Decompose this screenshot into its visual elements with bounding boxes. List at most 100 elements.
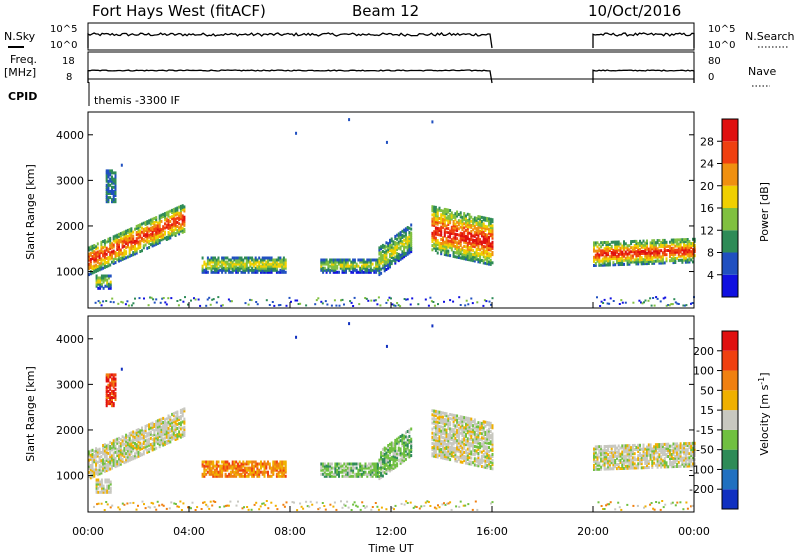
data-cell (132, 432, 135, 436)
data-cell (267, 262, 269, 266)
data-cell (466, 431, 469, 435)
data-cell (282, 264, 285, 268)
data-cell (410, 454, 413, 458)
data-cell (126, 255, 129, 259)
data-cell (472, 240, 475, 244)
data-cell (630, 462, 633, 466)
data-cell (341, 270, 344, 274)
data-cell (212, 466, 215, 470)
data-cell (621, 450, 624, 454)
data-cell (461, 428, 464, 431)
data-cell (401, 233, 404, 237)
data-cell (322, 260, 325, 264)
data-cell (647, 299, 650, 302)
data-cell (488, 254, 490, 258)
data-cell (665, 249, 668, 253)
data-cell (320, 264, 323, 268)
data-cell (457, 431, 460, 435)
data-cell (217, 268, 220, 272)
data-cell (484, 447, 487, 451)
data-cell (359, 270, 362, 274)
data-cell (397, 304, 400, 307)
data-cell (454, 451, 457, 455)
data-cell (438, 443, 441, 447)
data-cell (376, 258, 379, 262)
data-cell (491, 242, 494, 246)
data-cell (403, 234, 406, 238)
data-cell (654, 253, 657, 257)
data-cell (172, 420, 175, 424)
data-cell (121, 255, 124, 259)
data-cell (114, 255, 117, 258)
data-cell (111, 177, 113, 181)
data-cell (121, 251, 124, 255)
data-cell (130, 247, 133, 251)
data-cell (651, 261, 654, 265)
data-cell (181, 408, 184, 412)
data-cell (105, 375, 108, 379)
data-cell (181, 204, 184, 208)
data-cell (593, 459, 595, 463)
data-cell (472, 430, 475, 434)
data-cell (139, 443, 142, 447)
data-cell (111, 458, 113, 462)
data-cell (603, 467, 606, 471)
data-cell (111, 396, 113, 399)
data-cell (91, 246, 94, 250)
data-cell (383, 452, 386, 456)
data-cell (488, 427, 490, 431)
data-cell (640, 260, 643, 264)
data-cell (245, 462, 248, 466)
data-cell (95, 274, 98, 278)
data-cell (390, 256, 393, 259)
data-cell (465, 299, 468, 302)
data-cell (217, 474, 220, 478)
data-cell (389, 240, 391, 244)
data-cell (450, 429, 453, 433)
data-cell (153, 443, 156, 447)
data-cell (612, 467, 615, 471)
data-cell (644, 299, 647, 302)
data-cell (596, 253, 599, 257)
data-cell (385, 251, 388, 255)
data-cell (466, 212, 469, 216)
data-cell (630, 450, 633, 454)
data-cell (491, 240, 494, 244)
data-cell (105, 465, 108, 468)
data-cell (605, 263, 608, 267)
data-cell (114, 175, 117, 179)
data-cell (631, 240, 634, 243)
data-cell (224, 264, 227, 268)
data-cell (172, 212, 175, 216)
data-cell (434, 428, 437, 432)
data-cell (376, 464, 379, 468)
data-cell (454, 218, 457, 222)
nave-tick-top: 80 (708, 56, 721, 67)
data-cell (105, 454, 108, 458)
data-cell (461, 434, 464, 438)
data-cell (654, 259, 657, 263)
data-cell (119, 252, 122, 256)
data-cell (177, 304, 180, 307)
data-cell (378, 262, 381, 266)
data-cell (260, 260, 262, 264)
data-cell (482, 426, 485, 430)
data-cell (477, 239, 480, 243)
data-cell (112, 259, 115, 263)
data-cell (403, 442, 406, 446)
data-cell (125, 460, 128, 464)
data-cell (606, 302, 609, 305)
data-cell (245, 460, 248, 464)
data-cell (369, 474, 372, 478)
data-cell (215, 462, 218, 466)
data-cell (224, 256, 227, 260)
data-cell (403, 438, 406, 442)
data-cell (164, 301, 167, 304)
data-cell (473, 463, 476, 467)
data-cell (366, 472, 369, 476)
data-cell (440, 215, 443, 219)
data-cell (445, 457, 448, 461)
data-cell (644, 455, 647, 459)
data-cell (434, 412, 437, 415)
data-cell (491, 232, 494, 236)
